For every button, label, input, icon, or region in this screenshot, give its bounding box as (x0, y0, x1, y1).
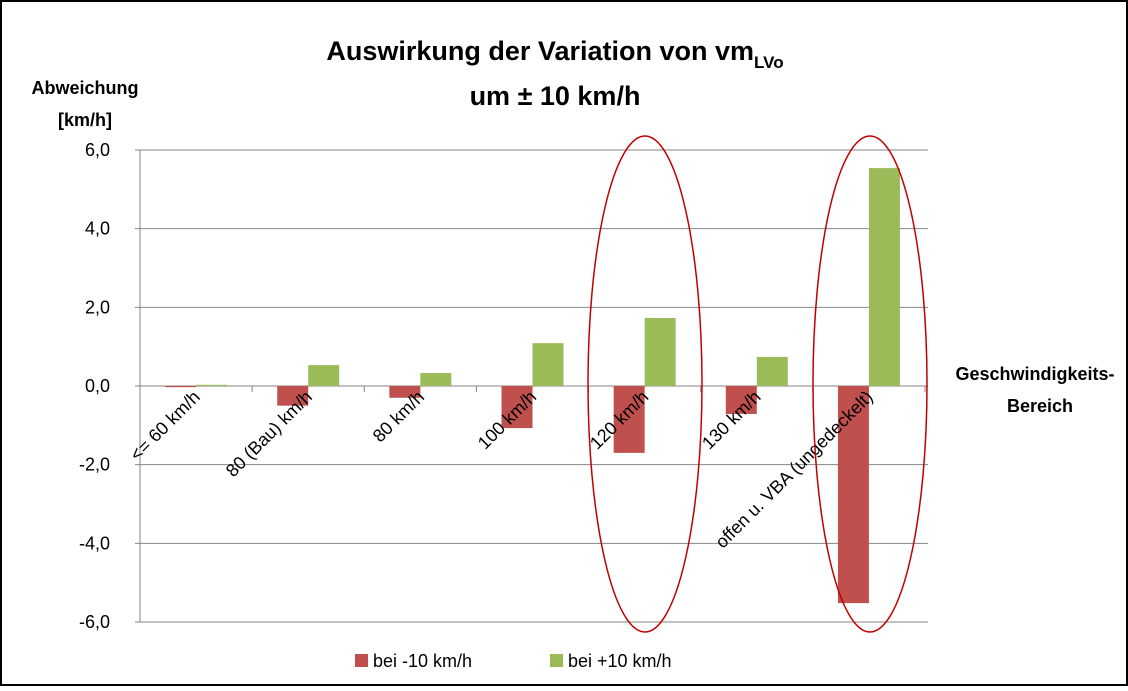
bar (196, 384, 228, 386)
bar (420, 373, 452, 386)
bar (756, 356, 788, 386)
y-axis-label: Abweichung (32, 78, 139, 98)
highlight-ellipse (587, 135, 703, 633)
y-tick-label: 0,0 (85, 376, 110, 396)
y-tick-label: -4,0 (79, 533, 110, 553)
highlight-ellipse (812, 135, 928, 633)
bar (725, 386, 757, 414)
y-axis-label: [km/h] (58, 110, 112, 130)
legend-label: bei +10 km/h (568, 651, 672, 671)
bar (868, 168, 900, 386)
y-tick-label: 2,0 (85, 297, 110, 317)
y-tick-label: 6,0 (85, 140, 110, 160)
bar (613, 386, 645, 453)
title-subscript: LVo (754, 53, 784, 72)
bar (644, 317, 676, 386)
legend-label: bei -10 km/h (373, 651, 472, 671)
bar (277, 386, 309, 406)
bar (389, 386, 421, 398)
y-tick-label: -2,0 (79, 455, 110, 475)
y-tick-label: 4,0 (85, 219, 110, 239)
title-main: Auswirkung der Variation von vm (326, 36, 754, 66)
bar (501, 386, 533, 429)
y-tick-label: -6,0 (79, 612, 110, 632)
x-axis-label: Geschwindigkeits- (955, 364, 1114, 384)
bar (308, 365, 340, 386)
x-axis-label: Bereich (1007, 396, 1073, 416)
chart-title: Auswirkung der Variation von vmLVo (326, 36, 783, 72)
legend-swatch (550, 654, 563, 667)
legend-swatch (355, 654, 368, 667)
bar (837, 386, 869, 604)
bar (165, 386, 197, 388)
bar (532, 343, 564, 386)
chart-subtitle: um ± 10 km/h (470, 81, 641, 111)
